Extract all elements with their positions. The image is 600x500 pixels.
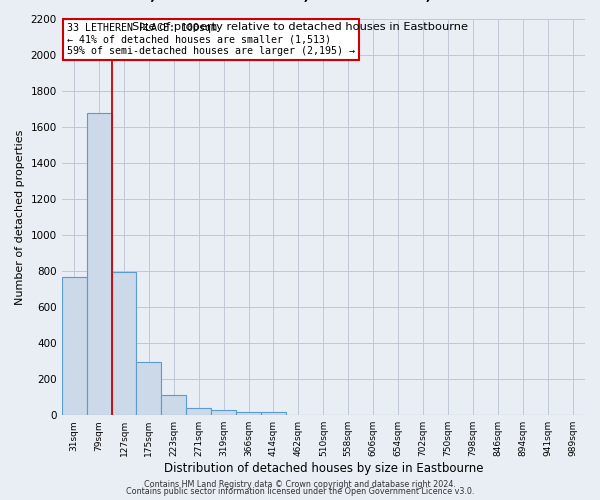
Bar <box>261 412 286 415</box>
X-axis label: Distribution of detached houses by size in Eastbourne: Distribution of detached houses by size … <box>164 462 483 475</box>
Bar <box>186 408 211 415</box>
Bar <box>62 276 86 415</box>
Bar <box>86 112 112 415</box>
Bar <box>112 272 136 415</box>
Text: Contains HM Land Registry data © Crown copyright and database right 2024.: Contains HM Land Registry data © Crown c… <box>144 480 456 489</box>
Bar <box>136 362 161 415</box>
Y-axis label: Number of detached properties: Number of detached properties <box>15 130 25 305</box>
Text: 33 LETHEREN PLACE: 100sqm
← 41% of detached houses are smaller (1,513)
59% of se: 33 LETHEREN PLACE: 100sqm ← 41% of detac… <box>67 23 355 56</box>
Bar <box>236 412 261 415</box>
Text: Size of property relative to detached houses in Eastbourne: Size of property relative to detached ho… <box>132 22 468 32</box>
Text: Contains public sector information licensed under the Open Government Licence v3: Contains public sector information licen… <box>126 488 474 496</box>
Bar <box>211 410 236 415</box>
Title: 33, LETHEREN PLACE, EASTBOURNE, BN21 1HL: 33, LETHEREN PLACE, EASTBOURNE, BN21 1HL <box>130 0 517 2</box>
Bar <box>161 395 186 415</box>
